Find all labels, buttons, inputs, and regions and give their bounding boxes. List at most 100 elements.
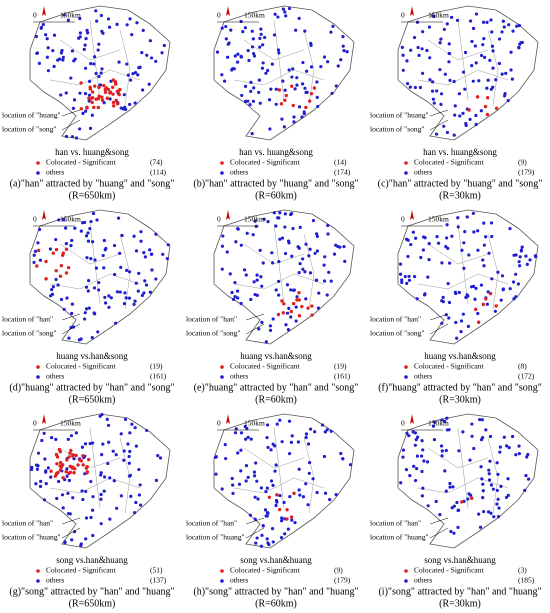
- other-point: [489, 483, 494, 487]
- other-point: [301, 60, 305, 65]
- other-point: [420, 439, 424, 443]
- other-point: [127, 454, 131, 459]
- other-point: [250, 132, 254, 136]
- other-point: [322, 263, 326, 267]
- other-point: [39, 479, 43, 483]
- panel-radius: (R=30km): [439, 190, 481, 201]
- location-pointer: [429, 527, 449, 539]
- other-point: [240, 93, 244, 98]
- other-point: [78, 31, 83, 35]
- other-point: [471, 211, 475, 215]
- legend-others-label: others: [46, 576, 64, 585]
- other-point: [327, 270, 331, 274]
- other-point: [497, 61, 501, 66]
- other-point: [341, 457, 345, 461]
- other-point: [248, 103, 252, 107]
- other-point: [418, 85, 423, 90]
- other-point: [456, 216, 460, 220]
- other-point: [133, 426, 137, 430]
- other-point: [481, 20, 486, 24]
- other-point: [225, 55, 230, 59]
- other-point: [83, 442, 88, 446]
- other-point: [64, 226, 68, 230]
- other-point: [84, 516, 89, 520]
- other-point: [479, 438, 484, 442]
- other-point: [501, 19, 505, 23]
- other-point: [291, 226, 295, 231]
- other-point: [44, 33, 48, 37]
- scale-label: 150km: [428, 11, 449, 20]
- other-point: [479, 53, 484, 58]
- other-point: [81, 111, 85, 115]
- scale-label: 150km: [244, 419, 265, 428]
- other-point: [140, 293, 145, 298]
- other-point: [523, 488, 527, 492]
- other-point: [517, 23, 521, 28]
- panel-radius: (R=650km): [69, 394, 116, 405]
- other-point: [462, 241, 466, 245]
- other-point: [103, 301, 108, 305]
- other-point: [232, 67, 236, 71]
- panel-caption: (d)"huang" attracted by "han" and "song": [9, 382, 174, 393]
- other-point: [271, 540, 275, 544]
- north-arrow: [42, 6, 46, 16]
- other-point: [413, 478, 418, 483]
- other-point: [302, 110, 306, 114]
- panel-radius: (R=30km): [439, 598, 481, 609]
- scale-zero: 0: [217, 11, 221, 20]
- other-point: [228, 272, 232, 276]
- significant-point: [54, 268, 58, 273]
- legend-others-count: (161): [334, 372, 351, 381]
- significant-point: [310, 313, 314, 317]
- other-point: [139, 503, 143, 507]
- other-point: [476, 248, 480, 252]
- panel-radius: (R=650km): [69, 598, 116, 609]
- other-point: [479, 109, 483, 113]
- other-point: [329, 30, 333, 34]
- other-point: [80, 445, 85, 449]
- other-point: [516, 282, 521, 286]
- other-point: [524, 474, 528, 478]
- other-point: [114, 453, 118, 457]
- other-point: [488, 58, 492, 62]
- other-point: [239, 431, 244, 435]
- other-point: [108, 517, 112, 521]
- other-point: [255, 479, 259, 483]
- other-point: [82, 317, 87, 321]
- other-point: [45, 55, 49, 59]
- other-point: [499, 298, 503, 302]
- other-point: [106, 423, 111, 428]
- other-point: [499, 484, 503, 488]
- north-arrow: [226, 210, 230, 220]
- other-point: [287, 68, 291, 72]
- significant-point: [481, 302, 486, 307]
- other-point: [51, 48, 55, 53]
- other-point: [405, 281, 409, 285]
- other-point: [280, 440, 284, 444]
- other-point: [253, 495, 257, 499]
- other-point: [489, 18, 493, 22]
- significant-point: [280, 299, 284, 303]
- other-point: [89, 219, 93, 224]
- other-point: [258, 36, 262, 40]
- other-point: [230, 290, 234, 295]
- other-point: [477, 79, 481, 83]
- other-point: [492, 515, 496, 519]
- other-point: [63, 540, 67, 544]
- other-point: [301, 495, 306, 499]
- other-point: [476, 311, 480, 316]
- legend-significant-symbol: [220, 161, 224, 165]
- location-label: location of "huang": [370, 111, 429, 120]
- other-point: [407, 274, 411, 279]
- other-point: [99, 71, 103, 75]
- legend-significant-count: (74): [150, 158, 163, 167]
- other-point: [471, 26, 476, 31]
- significant-point: [484, 297, 488, 301]
- other-point: [526, 452, 530, 457]
- other-point: [257, 78, 261, 82]
- location-label: location of "song": [370, 125, 424, 134]
- location-label: location of "song": [2, 329, 56, 338]
- other-point: [515, 24, 519, 28]
- other-point: [243, 26, 248, 30]
- other-point: [520, 245, 524, 249]
